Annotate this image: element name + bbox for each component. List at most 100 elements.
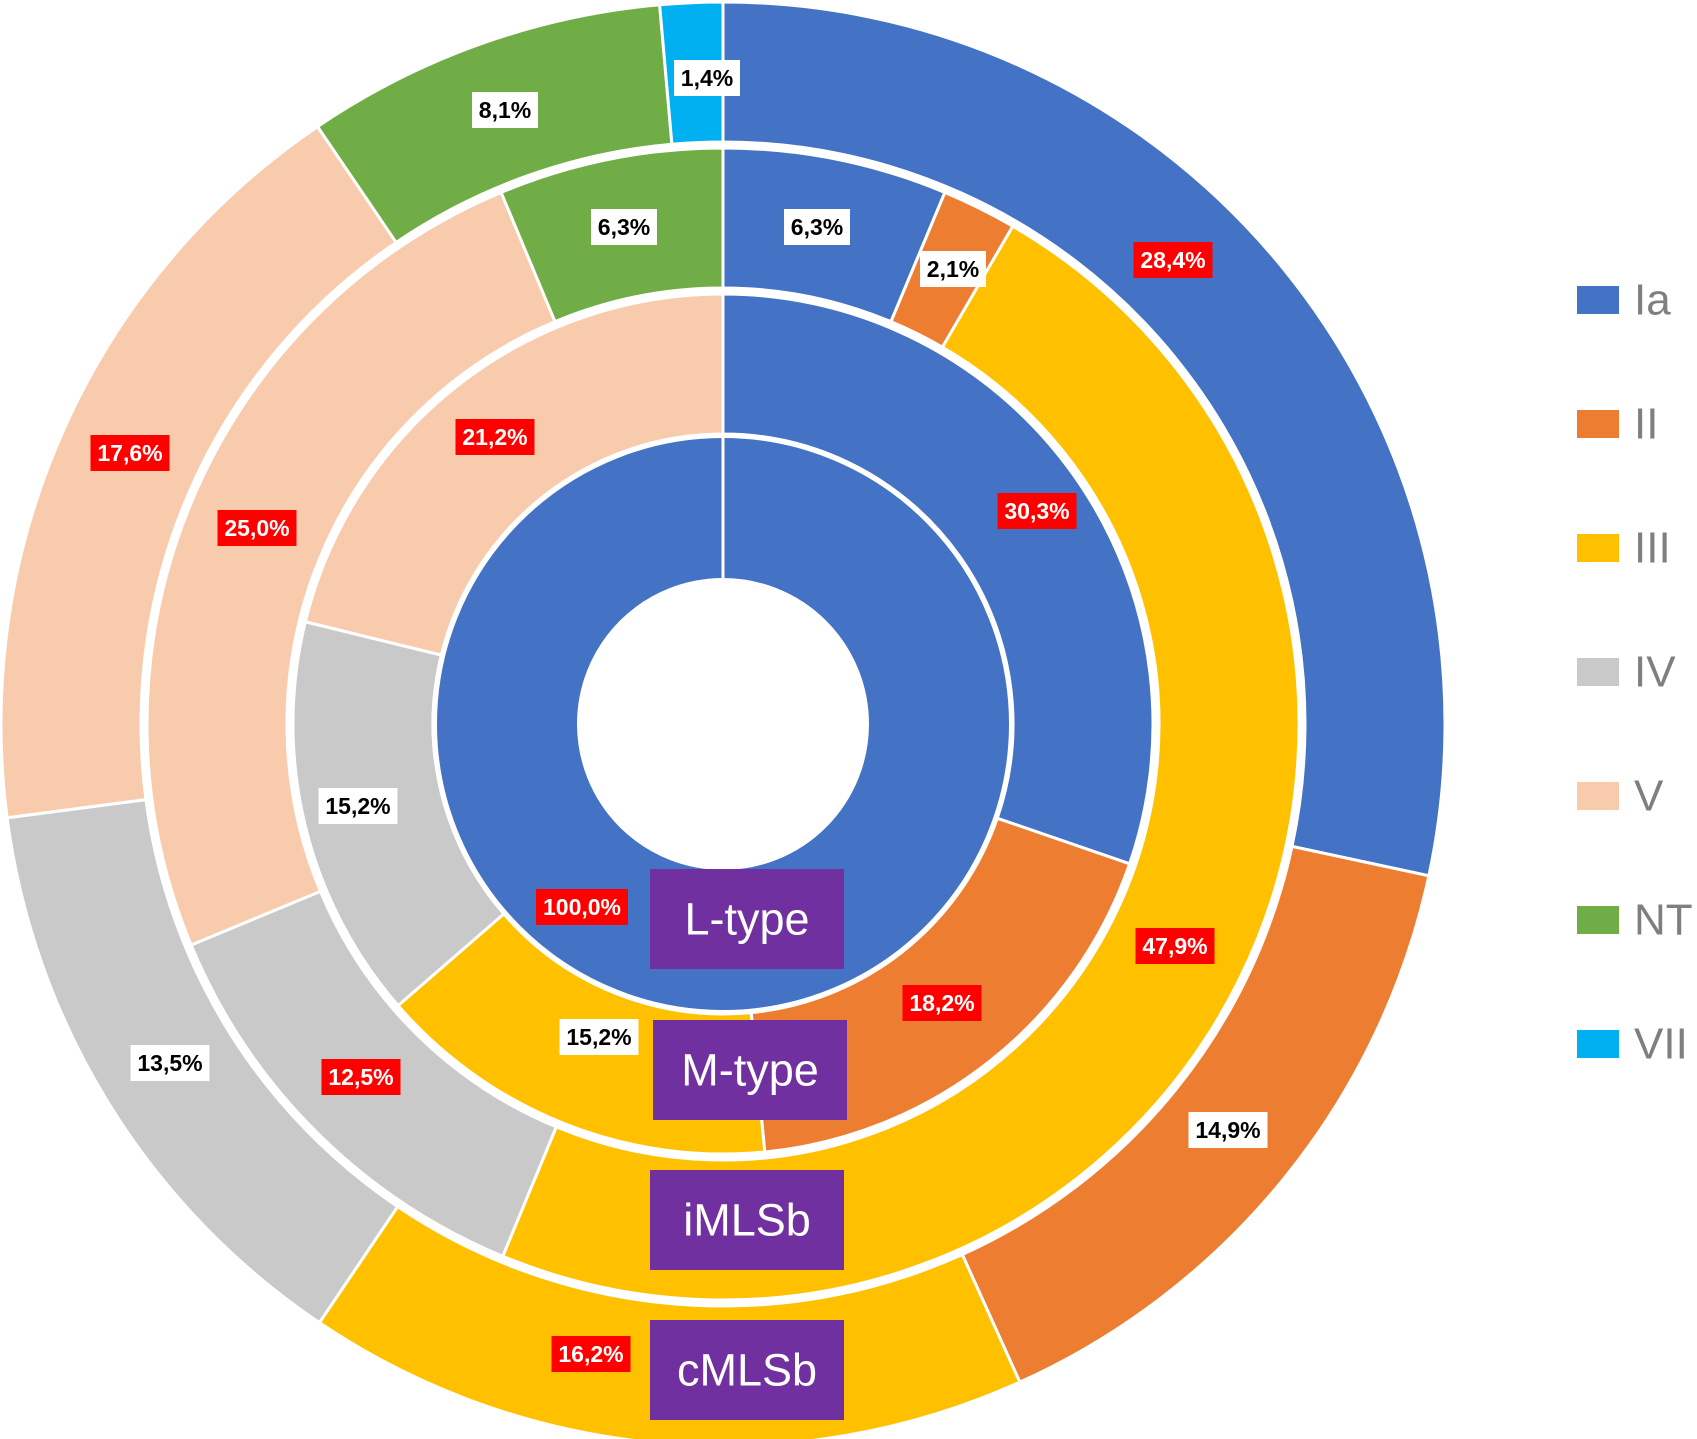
legend-item-nt: NT <box>1577 896 1693 945</box>
data-label-imlsb-nt: 6,3% <box>591 209 657 245</box>
legend-item-iv: IV <box>1577 648 1676 697</box>
data-label-box <box>559 1019 639 1055</box>
data-label-text: 18,2% <box>909 990 974 1016</box>
data-label-text: 14,9% <box>1195 1117 1260 1143</box>
ring-tags-layer: L-type M-type iMLSb cMLSb <box>650 869 847 1420</box>
legend-label: VII <box>1634 1020 1688 1069</box>
data-label-text: 6,3% <box>598 214 650 240</box>
data-label-imlsb-iii: 47,9% <box>1135 928 1215 964</box>
legend-item-ia: Ia <box>1577 276 1671 325</box>
data-labels-layer: 100,0% 30,3% 18,2% 15,2% 15,2% 21,2% 6,3% 2,1% 4… <box>90 60 1268 1372</box>
data-label-box <box>551 1336 631 1372</box>
slice-cmlsb-ia <box>721 0 1447 878</box>
ring-tag-cmlsb: cMLSb <box>650 1320 844 1420</box>
data-label-text: 15,2% <box>325 793 390 819</box>
legend-label: IV <box>1634 648 1676 697</box>
data-label-text: 2,1% <box>927 256 979 282</box>
data-label-box <box>1135 928 1215 964</box>
data-label-box <box>591 209 657 245</box>
legend-item-vii: VII <box>1577 1020 1688 1069</box>
legend-label: NT <box>1634 896 1693 945</box>
data-label-box <box>217 510 297 546</box>
legend-swatch <box>1577 286 1619 314</box>
data-label-m-type-v: 21,2% <box>455 419 535 455</box>
data-label-imlsb-ii: 2,1% <box>920 251 986 287</box>
data-label-cmlsb-vii: 1,4% <box>674 60 740 96</box>
data-label-cmlsb-ia: 28,4% <box>1133 242 1213 278</box>
slice-imlsb-iii <box>500 224 1301 1302</box>
data-label-box <box>1133 242 1213 278</box>
data-label-m-type-iii: 15,2% <box>559 1019 639 1055</box>
data-label-box <box>90 435 170 471</box>
data-label-text: 28,4% <box>1140 247 1205 273</box>
ring-tag-box <box>650 869 844 969</box>
legend-swatch <box>1577 410 1619 438</box>
legend-item-ii: II <box>1577 400 1658 449</box>
ring-tag-box <box>650 1170 844 1270</box>
data-label-box <box>130 1045 210 1081</box>
ring-tag-label: M-type <box>681 1045 819 1096</box>
data-label-text: 13,5% <box>137 1050 202 1076</box>
legend-swatch <box>1577 782 1619 810</box>
data-label-box <box>784 209 850 245</box>
ring-tag-label: cMLSb <box>677 1345 817 1396</box>
data-label-box <box>318 788 398 824</box>
data-label-text: 30,3% <box>1004 498 1069 524</box>
data-label-text: 17,6% <box>97 440 162 466</box>
data-label-m-type-ia: 30,3% <box>997 493 1077 529</box>
slice-m-type-ia <box>721 292 1155 866</box>
ring-tag-label: iMLSb <box>683 1195 811 1246</box>
data-label-box <box>455 419 535 455</box>
legend-item-v: V <box>1577 772 1664 821</box>
data-label-m-type-ii: 18,2% <box>902 985 982 1021</box>
slice-m-type-v <box>303 292 725 657</box>
data-label-cmlsb-nt: 8,1% <box>472 92 538 128</box>
data-label-m-type-iv: 15,2% <box>318 788 398 824</box>
data-label-text: 100,0% <box>543 894 621 920</box>
legend-label: Ia <box>1634 276 1671 325</box>
legend-swatch <box>1577 534 1619 562</box>
data-label-box <box>321 1059 401 1095</box>
data-label-imlsb-iv: 12,5% <box>321 1059 401 1095</box>
data-label-cmlsb-iv: 13,5% <box>130 1045 210 1081</box>
data-label-text: 16,2% <box>558 1341 623 1367</box>
legend-swatch <box>1577 1030 1619 1058</box>
data-label-box <box>536 889 628 925</box>
data-label-cmlsb-ii: 14,9% <box>1188 1112 1268 1148</box>
data-label-imlsb-v: 25,0% <box>217 510 297 546</box>
data-label-l-type-ia: 100,0% <box>536 889 628 925</box>
data-label-text: 15,2% <box>566 1024 631 1050</box>
data-label-text: 21,2% <box>462 424 527 450</box>
legend-swatch <box>1577 906 1619 934</box>
ring-tag-label: L-type <box>684 894 809 945</box>
ring-tag-l-type: L-type <box>650 869 844 969</box>
data-label-box <box>472 92 538 128</box>
slice-imlsb-v <box>145 190 558 948</box>
data-label-cmlsb-iii: 16,2% <box>551 1336 631 1372</box>
legend-item-iii: III <box>1577 524 1671 573</box>
ring-tag-imlsb: iMLSb <box>650 1170 844 1270</box>
data-label-text: 12,5% <box>328 1064 393 1090</box>
data-label-cmlsb-v: 17,6% <box>90 435 170 471</box>
data-label-text: 25,0% <box>224 515 289 541</box>
data-label-box <box>997 493 1077 529</box>
data-label-text: 6,3% <box>791 214 843 240</box>
legend-label: III <box>1634 524 1671 573</box>
legend-label: II <box>1634 400 1658 449</box>
data-label-text: 8,1% <box>479 97 531 123</box>
data-label-box <box>920 251 986 287</box>
data-label-text: 1,4% <box>681 65 733 91</box>
ring-tag-box <box>650 1320 844 1420</box>
data-label-box <box>902 985 982 1021</box>
data-label-text: 47,9% <box>1142 933 1207 959</box>
legend-label: V <box>1634 772 1664 821</box>
data-label-imlsb-ia: 6,3% <box>784 209 850 245</box>
data-label-box <box>674 60 740 96</box>
data-label-box <box>1188 1112 1268 1148</box>
ring-tag-box <box>653 1020 847 1120</box>
ring-tag-m-type: M-type <box>653 1020 847 1120</box>
legend-swatch <box>1577 658 1619 686</box>
